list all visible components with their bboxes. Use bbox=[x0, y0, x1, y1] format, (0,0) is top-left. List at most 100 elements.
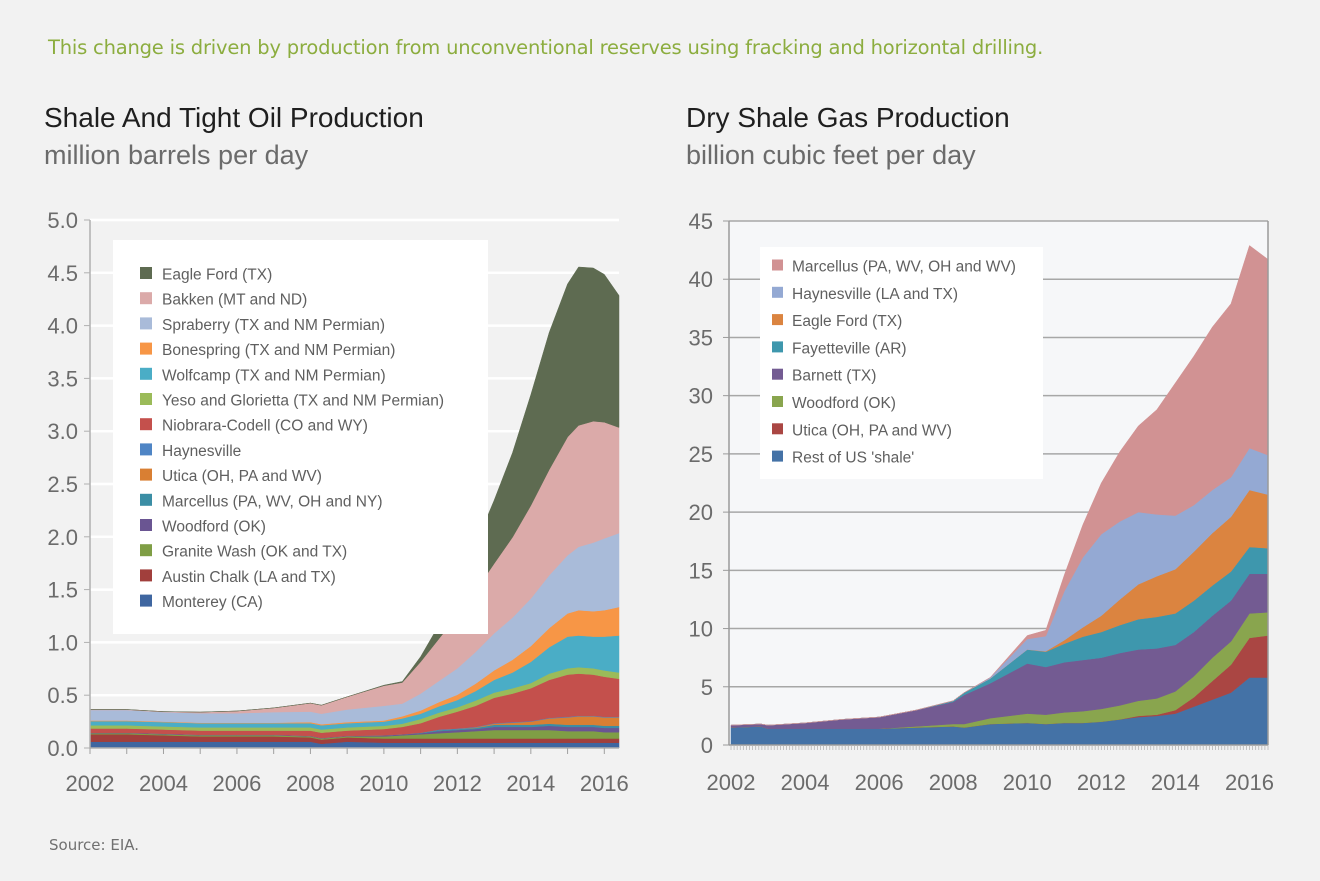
legend-item: Yeso and Glorietta (TX and NM Permian) bbox=[140, 393, 444, 410]
x-tick-label: 2012 bbox=[433, 771, 482, 796]
x-tick-label: 2016 bbox=[580, 771, 629, 796]
legend-label: Bonespring (TX and NM Permian) bbox=[162, 342, 395, 359]
y-tick-label: 4.0 bbox=[47, 314, 78, 339]
legend-item: Spraberry (TX and NM Permian) bbox=[140, 317, 385, 334]
legend-label: Woodford (OK) bbox=[792, 395, 896, 412]
y-tick-label: 2.0 bbox=[47, 525, 78, 550]
legend-swatch bbox=[140, 443, 152, 456]
legend-swatch bbox=[772, 450, 783, 462]
y-tick-label: 0 bbox=[701, 733, 713, 758]
legend-swatch bbox=[140, 594, 152, 607]
legend-box bbox=[113, 240, 488, 634]
legend-label: Bakken (MT and ND) bbox=[162, 292, 307, 309]
legend-swatch bbox=[772, 259, 783, 271]
x-tick-label: 2004 bbox=[781, 770, 830, 795]
legend-item: Bakken (MT and ND) bbox=[140, 292, 307, 309]
legend: Eagle Ford (TX) Bakken (MT and ND) Spraber… bbox=[113, 240, 488, 634]
legend-label: Haynesville bbox=[162, 443, 241, 460]
y-tick-label: 40 bbox=[689, 267, 713, 292]
legend-label: Wolfcamp (TX and NM Permian) bbox=[162, 367, 386, 384]
legend-item: Woodford (OK) bbox=[140, 519, 266, 536]
x-tick-label: 2002 bbox=[66, 771, 115, 796]
legend-swatch bbox=[140, 393, 152, 405]
legend-label: Haynesville (LA and TX) bbox=[792, 286, 958, 303]
y-tick-label: 20 bbox=[689, 500, 713, 525]
oil-chart-title: Shale And Tight Oil Production bbox=[44, 102, 424, 133]
legend-label: Niobrara-Codell (CO and WY) bbox=[162, 418, 368, 435]
legend-item: Haynesville (LA and TX) bbox=[772, 286, 958, 303]
legend-label: Fayetteville (AR) bbox=[792, 340, 907, 357]
legend-swatch bbox=[772, 314, 783, 326]
legend-swatch bbox=[772, 396, 783, 407]
x-tick-label: 2014 bbox=[506, 771, 555, 796]
legend-label: Marcellus (PA, WV, OH and NY) bbox=[162, 493, 383, 510]
legend-item: Rest of US 'shale' bbox=[772, 450, 914, 467]
x-tick-label: 2006 bbox=[855, 770, 904, 795]
legend-label: Monterey (CA) bbox=[162, 594, 263, 611]
gas-chart-title: Dry Shale Gas Production bbox=[686, 102, 1010, 133]
x-tick-label: 2010 bbox=[1003, 770, 1052, 795]
legend-label: Woodford (OK) bbox=[162, 519, 266, 536]
y-tick-label: 45 bbox=[689, 209, 713, 234]
legend-item: Fayetteville (AR) bbox=[772, 340, 907, 357]
legend-item: Marcellus (PA, WV, OH and NY) bbox=[140, 493, 383, 510]
legend-item: Granite Wash (OK and TX) bbox=[140, 544, 347, 561]
legend-swatch bbox=[140, 267, 152, 279]
legend-swatch bbox=[140, 493, 152, 506]
y-tick-label: 25 bbox=[689, 442, 713, 467]
legend-item: Monterey (CA) bbox=[140, 594, 263, 611]
y-tick-label: 2.5 bbox=[47, 472, 78, 497]
legend-item: Eagle Ford (TX) bbox=[772, 313, 902, 330]
legend-swatch bbox=[140, 569, 152, 582]
legend-swatch bbox=[140, 468, 152, 481]
chart-oil: 0.0 0.5 1.0 1.5 2.0 2.5 3.0 3.5 4.0 4.5 5.0 2002 200… bbox=[47, 208, 628, 796]
legend-swatch bbox=[140, 519, 152, 531]
legend-item: Eagle Ford (TX) bbox=[140, 267, 272, 284]
y-tick-label: 15 bbox=[689, 558, 713, 583]
legend-item: Barnett (TX) bbox=[772, 368, 876, 385]
source-note: Source: EIA. bbox=[49, 836, 140, 854]
legend-item: Austin Chalk (LA and TX) bbox=[140, 569, 336, 586]
y-tick-label: 3.5 bbox=[47, 366, 78, 391]
legend-swatch bbox=[140, 418, 152, 431]
legend-swatch bbox=[772, 341, 783, 353]
legend-box bbox=[760, 247, 1043, 479]
y-tick-label: 5 bbox=[701, 675, 713, 700]
headline: This change is driven by production from… bbox=[48, 36, 1044, 59]
legend-swatch bbox=[140, 292, 152, 305]
x-tick-label: 2008 bbox=[929, 770, 978, 795]
gas-chart-subtitle: billion cubic feet per day bbox=[686, 140, 976, 170]
legend-item: Wolfcamp (TX and NM Permian) bbox=[140, 367, 386, 384]
legend-label: Yeso and Glorietta (TX and NM Permian) bbox=[162, 393, 444, 410]
x-tick-label: 2014 bbox=[1151, 770, 1200, 795]
legend-item: Marcellus (PA, WV, OH and WV) bbox=[772, 259, 1016, 276]
y-tick-label: 30 bbox=[689, 384, 713, 409]
legend-swatch bbox=[140, 317, 152, 330]
legend-item: Haynesville bbox=[140, 443, 241, 460]
y-tick-label: 1.5 bbox=[47, 578, 78, 603]
legend-label: Marcellus (PA, WV, OH and WV) bbox=[792, 259, 1016, 276]
legend-swatch bbox=[140, 544, 152, 557]
x-tick-label: 2002 bbox=[707, 770, 756, 795]
legend-item: Woodford (OK) bbox=[772, 395, 896, 412]
legend-item: Utica (OH, PA and WV) bbox=[140, 468, 322, 485]
y-tick-label: 0.0 bbox=[47, 736, 78, 761]
legend-label: Eagle Ford (TX) bbox=[792, 313, 902, 330]
legend-item: Bonespring (TX and NM Permian) bbox=[140, 342, 395, 359]
y-tick-label: 0.5 bbox=[47, 683, 78, 708]
legend-label: Spraberry (TX and NM Permian) bbox=[162, 317, 385, 334]
y-tick-label: 4.5 bbox=[47, 261, 78, 286]
y-tick-label: 3.0 bbox=[47, 419, 78, 444]
legend-label: Austin Chalk (LA and TX) bbox=[162, 569, 336, 586]
legend: Marcellus (PA, WV, OH and WV) Haynesville… bbox=[760, 247, 1043, 479]
legend-label: Eagle Ford (TX) bbox=[162, 267, 272, 284]
x-tick-label: 2008 bbox=[286, 771, 335, 796]
y-tick-label: 10 bbox=[689, 617, 713, 642]
legend-swatch bbox=[772, 423, 783, 435]
y-tick-label: 1.0 bbox=[47, 630, 78, 655]
y-tick-label: 35 bbox=[689, 325, 713, 350]
area-series-eagle-ford-tx bbox=[90, 266, 620, 713]
legend-swatch bbox=[772, 368, 783, 380]
legend-swatch bbox=[772, 286, 783, 298]
